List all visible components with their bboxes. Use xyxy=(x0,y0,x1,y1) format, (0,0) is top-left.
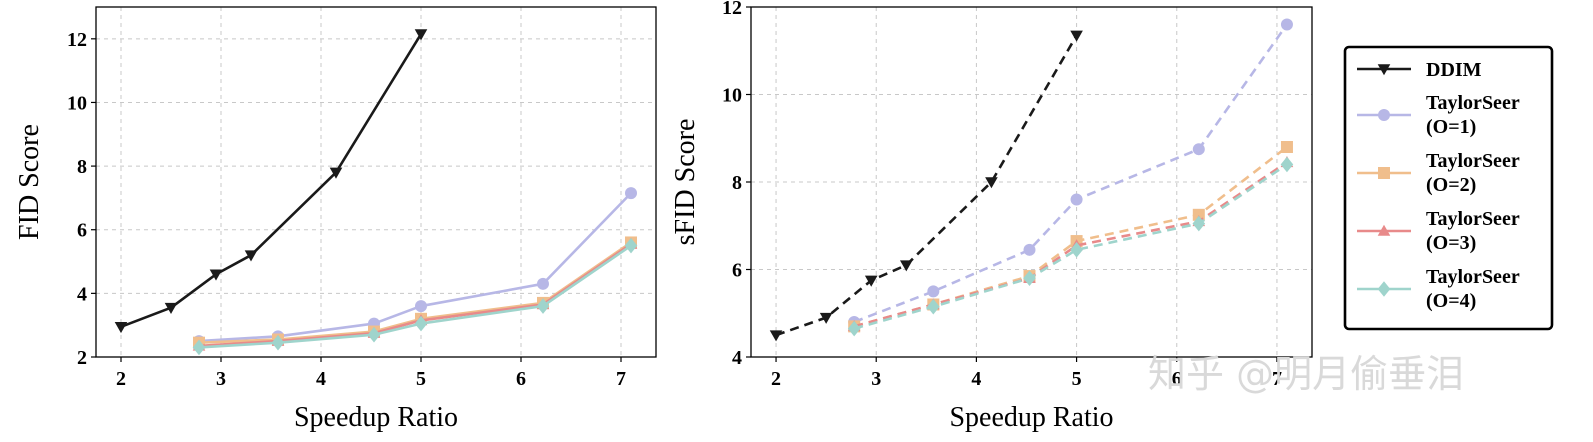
sfid-point-taylorseer-o-1 xyxy=(1280,18,1293,31)
x-tick-label: 6 xyxy=(516,368,526,390)
fid-series-line-taylorseer-o-4 xyxy=(198,244,632,349)
legend-label: (O=3) xyxy=(1426,232,1476,254)
legend-label: (O=4) xyxy=(1426,290,1476,312)
legend-marker-taylorseer-o-3 xyxy=(1377,224,1391,236)
x-tick-label: 3 xyxy=(871,368,881,390)
y-axis-label: FID Score xyxy=(14,124,45,240)
sfid-point-ddim xyxy=(819,312,833,324)
fid-point-taylorseer-o-4 xyxy=(271,334,285,351)
fid-series-line-taylorseer-o-1 xyxy=(198,192,632,343)
x-tick-label: 7 xyxy=(616,368,626,390)
fid-point-ddim xyxy=(164,302,178,314)
sfid-point-ddim xyxy=(769,330,783,342)
fid-point-taylorseer-o-4 xyxy=(367,326,381,343)
sfid-point-taylorseer-o-4 xyxy=(847,320,861,337)
y-tick-label: 4 xyxy=(732,347,742,369)
legend-label: TaylorSeer xyxy=(1426,266,1520,288)
x-axis-label: Speedup Ratio xyxy=(294,402,458,433)
x-tick-label: 4 xyxy=(316,368,326,390)
sfid-point-taylorseer-o-1 xyxy=(1023,243,1036,256)
sfid-chart: 2 3 4 5 6 7 4 6 8 10 12 Speedup Ratio sFID Score xyxy=(670,0,1313,433)
sfid-series-line-taylorseer-o-4 xyxy=(853,163,1288,330)
y-tick-label: 4 xyxy=(77,283,87,305)
y-tick-label: 12 xyxy=(67,29,87,51)
fid-point-ddim xyxy=(114,321,128,334)
legend-marker-ddim xyxy=(1377,64,1391,76)
fid-point-ddim xyxy=(414,29,428,41)
fid-point-taylorseer-o-4 xyxy=(414,315,428,332)
sfid-point-taylorseer-o-1 xyxy=(1192,143,1205,156)
sfid-point-taylorseer-o-4 xyxy=(927,298,940,315)
y-tick-label: 6 xyxy=(732,260,742,282)
x-tick-label: 5 xyxy=(416,368,426,390)
fid-point-taylorseer-o-4 xyxy=(192,339,206,356)
plot-frame xyxy=(95,6,657,358)
y-tick-label: 6 xyxy=(77,220,87,242)
fid-point-ddim xyxy=(209,269,223,281)
watermark: 知乎 @明月偷垂泪 xyxy=(1148,352,1464,396)
fid-point-ddim xyxy=(244,250,258,262)
x-axis-label: Speedup Ratio xyxy=(949,402,1113,433)
y-axis-label: sFID Score xyxy=(670,119,701,246)
sfid-point-taylorseer-o-4 xyxy=(1280,156,1294,173)
sfid-series-line-taylorseer-o-2 xyxy=(853,145,1288,328)
fid-series-line-taylorseer-o-3 xyxy=(198,242,632,348)
fid-point-taylorseer-o-1 xyxy=(415,300,427,313)
legend-label: (O=1) xyxy=(1426,116,1476,138)
sfid-point-taylorseer-o-4 xyxy=(1070,242,1083,258)
legend-label: (O=2) xyxy=(1426,174,1476,196)
y-tick-label: 2 xyxy=(77,347,87,369)
legend-marker-taylorseer-o-2 xyxy=(1378,167,1390,179)
x-tick-label: 4 xyxy=(971,368,981,390)
x-tick-label: 6 xyxy=(1172,368,1182,390)
legend-label: TaylorSeer xyxy=(1426,92,1520,114)
sfid-point-ddim xyxy=(899,260,913,272)
sfid-point-ddim xyxy=(864,275,878,287)
fid-point-taylorseer-o-4 xyxy=(624,237,638,254)
sfid-series-line-ddim xyxy=(775,34,1078,337)
sfid-point-taylorseer-o-4 xyxy=(1023,270,1036,287)
x-tick-label: 3 xyxy=(216,368,226,390)
fid-point-ddim xyxy=(329,167,343,179)
y-tick-label: 12 xyxy=(722,0,742,19)
x-tick-label: 7 xyxy=(1272,368,1282,390)
legend: DDIMTaylorSeer(O=1)TaylorSeer(O=2)Taylor… xyxy=(1343,45,1554,331)
y-tick-label: 10 xyxy=(67,92,87,114)
fid-series-line-ddim xyxy=(120,33,423,328)
fid-point-taylorseer-o-4 xyxy=(536,298,550,314)
legend-marker-taylorseer-o-1 xyxy=(1378,109,1390,121)
fid-series-line-taylorseer-o-2 xyxy=(198,241,632,344)
x-tick-label: 2 xyxy=(771,368,781,390)
x-tick-label: 5 xyxy=(1072,368,1082,390)
sfid-point-ddim xyxy=(985,177,998,189)
sfid-point-taylorseer-o-1 xyxy=(1070,193,1083,206)
x-tick-label: 2 xyxy=(116,368,126,390)
y-tick-label: 8 xyxy=(732,172,742,194)
legend-marker-taylorseer-o-4 xyxy=(1377,281,1391,297)
sfid-series-line-taylorseer-o-3 xyxy=(853,161,1288,328)
sfid-series-line-taylorseer-o-1 xyxy=(853,23,1289,324)
legend-label: DDIM xyxy=(1426,59,1482,81)
legend-frame xyxy=(1343,45,1554,331)
fid-chart: 2 3 4 5 6 7 2 4 6 8 10 12 Speedup Ratio FID Score xyxy=(14,6,657,433)
fid-point-taylorseer-o-1 xyxy=(625,187,637,200)
legend-label: TaylorSeer xyxy=(1426,150,1520,172)
y-tick-label: 8 xyxy=(77,156,87,178)
sfid-point-taylorseer-o-1 xyxy=(927,285,940,298)
sfid-point-ddim xyxy=(1070,30,1083,42)
y-tick-label: 10 xyxy=(722,85,742,107)
sfid-point-taylorseer-o-2 xyxy=(1280,141,1293,153)
fid-point-taylorseer-o-1 xyxy=(537,277,549,290)
sfid-point-taylorseer-o-4 xyxy=(1192,215,1206,232)
legend-label: TaylorSeer xyxy=(1426,208,1520,230)
